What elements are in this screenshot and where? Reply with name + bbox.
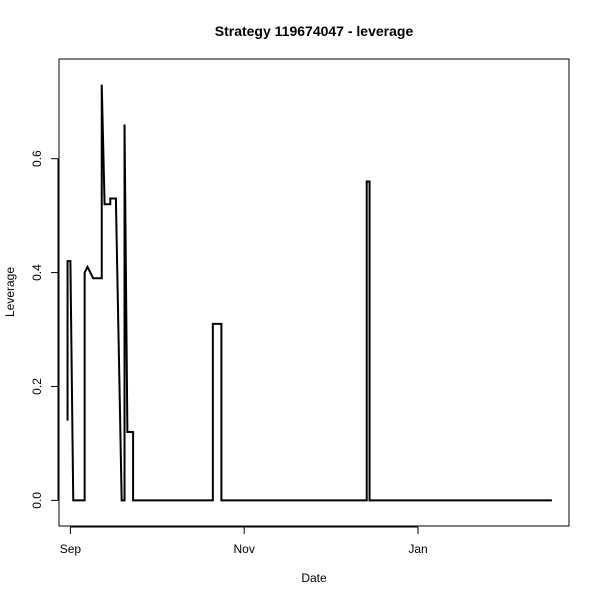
x-tick-label: Jan xyxy=(408,542,427,556)
y-axis-label: Leverage xyxy=(3,267,17,317)
x-axis: Sep Nov Jan xyxy=(60,526,428,556)
chart-title: Strategy 119674047 - leverage xyxy=(215,23,414,39)
x-tick-label: Sep xyxy=(60,542,82,556)
plot-frame xyxy=(58,58,570,527)
leverage-series-line xyxy=(66,84,552,502)
y-tick-label: 0.6 xyxy=(30,150,44,167)
y-tick-label: 0.2 xyxy=(30,378,44,395)
x-axis-label: Date xyxy=(301,571,327,585)
x-tick-label: Nov xyxy=(234,542,255,556)
y-tick-label: 0.0 xyxy=(30,492,44,509)
y-tick-label: 0.4 xyxy=(30,264,44,281)
y-axis: 0.0 0.2 0.4 0.6 xyxy=(30,150,59,509)
